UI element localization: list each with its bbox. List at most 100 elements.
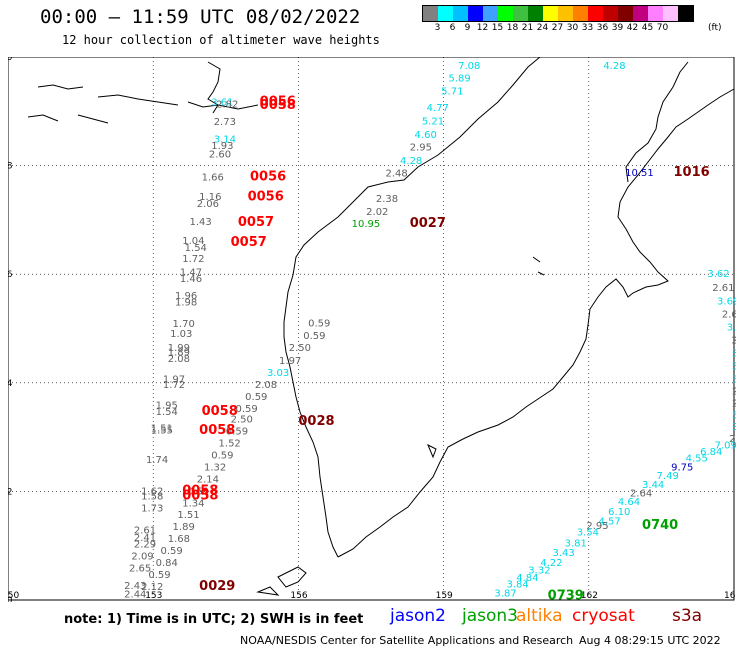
wave-height-value: 1.72: [182, 254, 204, 265]
wave-height-value: 1.89: [173, 522, 195, 533]
wave-height-value: 1.16: [199, 192, 221, 203]
legend-jason3: jason3: [462, 606, 518, 626]
scale-label: 30: [566, 23, 579, 33]
wave-height-value: 0.59: [148, 570, 170, 581]
scale-swatch: [678, 6, 693, 21]
wave-height-value: 5.60: [732, 410, 736, 421]
wave-height-value: 4.28: [400, 156, 422, 167]
wave-height-value: 3.84: [507, 580, 529, 591]
altimeter-map: 60 58 56 54 52 50150 153 156 159 162 165 7.08 4.28 5…: [8, 57, 736, 602]
lon-tick-label: 162: [581, 591, 598, 601]
wave-height-value: 10.51: [625, 168, 654, 179]
wave-height-value: 1.43: [190, 217, 212, 228]
scale-label: 6: [449, 23, 456, 33]
wave-height-value: 1.04: [182, 236, 204, 247]
wave-height-value: 1.51: [151, 423, 173, 434]
coastline: [27, 57, 735, 596]
wave-height-value: 4.55: [686, 454, 708, 465]
wave-height-value: 1.73: [141, 504, 163, 515]
wave-height-value: 2.67: [722, 309, 736, 320]
wave-height-value: 1.74: [146, 455, 168, 466]
wave-height-value: 2.08: [168, 354, 190, 365]
scale-label: 3: [434, 23, 441, 33]
wave-height-value: 1.58: [141, 492, 163, 503]
pass-time-label: 0058: [182, 483, 218, 498]
wave-height-value: 2.12: [141, 582, 163, 593]
wave-height-value: 5.89: [448, 74, 470, 85]
wave-height-value: 2.96: [729, 434, 736, 445]
wave-height-value: 2.61: [134, 525, 156, 536]
wave-height-value: 2.43: [124, 581, 146, 592]
wave-height-value: 0.59: [211, 450, 233, 461]
map-frame: [8, 57, 735, 601]
wave-height-value: 1.97: [279, 356, 301, 367]
wave-height-value: 0.59: [303, 331, 325, 342]
wave-height-value: 0.84: [156, 558, 178, 569]
wave-height-value: 4.60: [415, 130, 437, 141]
wave-height-value: 1.95: [156, 401, 178, 412]
wave-height-value: 2.48: [386, 169, 408, 180]
scale-swatch: [588, 6, 603, 21]
wave-height-labels: 7.08 4.28 5.89 5.71 4.77 5.21 4.60 2.95 4.28 2.48…: [124, 61, 736, 602]
scale-label: 9: [464, 23, 471, 33]
lon-tick-label: 165: [724, 591, 736, 601]
credit-time: Aug 4 08:29:15 UTC 2022: [579, 634, 721, 647]
pass-time-label: 0056: [260, 95, 296, 110]
wave-height-value: 1.72: [163, 380, 185, 391]
wave-height-value: 1.98: [175, 297, 197, 308]
wave-height-value: 1.68: [168, 534, 190, 545]
wave-height-value: 10.95: [352, 219, 381, 230]
lon-tick-label: 156: [290, 591, 307, 601]
wave-height-value: 4.84: [516, 573, 538, 584]
wave-height-value: 1.47: [180, 267, 202, 278]
wave-height-value: 2.88: [732, 335, 736, 346]
scale-label: 18: [506, 23, 519, 33]
wave-height-value: 7.49: [657, 471, 679, 482]
wave-height-value: 2.95: [586, 521, 608, 532]
wave-height-value: 2.06: [197, 199, 219, 210]
wave-height-value: 2.41: [134, 533, 156, 544]
wave-height-value: 1.62: [141, 486, 163, 497]
legend-cryosat: cryosat: [572, 606, 635, 626]
pass-time-label: 0057: [231, 235, 267, 250]
wave-height-value: 1.54: [156, 407, 178, 418]
scale-swatch: [618, 6, 633, 21]
wave-height-value: 3.69: [717, 296, 736, 307]
wave-height-value: 9.75: [671, 462, 693, 473]
wave-height-value: 3.18: [727, 322, 736, 333]
pass-time-label: 0058: [260, 98, 296, 113]
wave-height-value: 3.15: [732, 361, 736, 372]
wave-height-value: 0.59: [308, 319, 330, 330]
scale-swatch: [453, 6, 468, 21]
pass-time-label: 0058: [199, 423, 235, 438]
scale-label: 21: [521, 23, 534, 33]
wave-height-value: 2.64: [630, 488, 652, 499]
wave-height-value: 5.71: [441, 87, 463, 98]
wave-height-value: 1.70: [173, 319, 195, 330]
pass-time-label: 0058: [182, 489, 218, 504]
wave-height-value: 2.50: [231, 415, 253, 426]
wave-height-value: 3.71: [732, 348, 736, 359]
wave-height-value: 2.14: [197, 474, 219, 485]
wave-height-value: 4.22: [540, 558, 562, 569]
wave-height-value: 2.65: [129, 563, 151, 574]
wave-height-value: 1.32: [204, 462, 226, 473]
wave-height-value: 3.54: [577, 528, 599, 539]
wave-height-value: 1.93: [211, 141, 233, 152]
scale-label: 12: [476, 23, 489, 33]
scale-label: 27: [551, 23, 564, 33]
scale-swatch: [603, 6, 618, 21]
scale-label: 15: [491, 23, 504, 33]
wave-height-value: 3.03: [267, 368, 289, 379]
lat-tick-label: 58: [8, 162, 13, 172]
scale-swatch: [483, 6, 498, 21]
map-title: 00:00 – 11:59 UTC 08/02/2022: [40, 6, 361, 28]
pass-time-label: 0739: [548, 589, 584, 602]
wave-height-value: 2.82: [216, 100, 238, 111]
pass-time-label: 0056: [248, 190, 284, 205]
map-subtitle: 12 hour collection of altimeter wave hei…: [62, 33, 380, 47]
scale-swatch: [423, 6, 438, 21]
wave-height-value: 3.81: [565, 538, 587, 549]
lat-tick-label: 50: [8, 596, 13, 602]
wave-height-value: 3.44: [642, 480, 664, 491]
